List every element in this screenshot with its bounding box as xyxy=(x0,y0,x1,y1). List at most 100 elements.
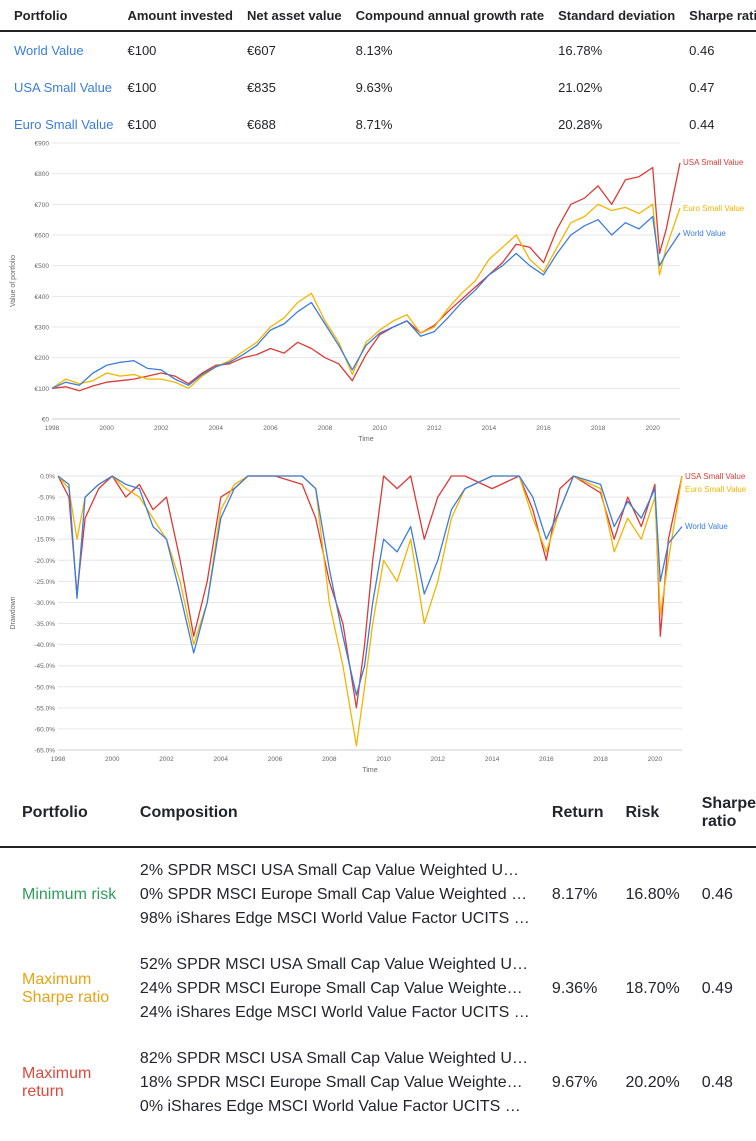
x-tick-label: 2006 xyxy=(268,756,283,763)
y-tick-label: -45.0% xyxy=(34,663,55,670)
standard-deviation: 21.02% xyxy=(558,80,603,95)
risk-value: 20.20% xyxy=(625,1074,680,1091)
cagr: 8.71% xyxy=(355,117,393,132)
y-axis-title: Value of portfolio xyxy=(10,255,17,307)
table-row: World Value €100 €607 8.13% 16.78% 0.46 xyxy=(0,31,756,69)
y-tick-label: -55.0% xyxy=(34,705,55,712)
y-axis-title: Drawdown xyxy=(10,596,17,629)
y-tick-label: €700 xyxy=(35,202,50,209)
y-tick-label: -35.0% xyxy=(34,621,55,628)
series-line-usa-small-value xyxy=(51,162,681,392)
header-return: Return xyxy=(529,780,604,848)
x-tick-label: 2016 xyxy=(539,756,554,763)
y-tick-label: €600 xyxy=(35,233,50,240)
x-tick-label: 2008 xyxy=(318,425,333,432)
y-tick-label: -5.0% xyxy=(38,495,55,502)
amount-invested: €100 xyxy=(127,80,157,95)
composition-line: 18% SPDR MSCI Europe Small Cap Value Wei… xyxy=(139,1074,530,1091)
optimal-header-row: Portfolio Composition Return Risk Sharpe… xyxy=(0,780,756,848)
x-tick-label: 2000 xyxy=(105,756,120,763)
sharpe-value: 0.49 xyxy=(701,980,733,997)
composition-line: 24% iShares Edge MSCI World Value Factor… xyxy=(139,1004,530,1021)
table-row: Maximum return 82% SPDR MSCI USA Small C… xyxy=(0,1036,756,1130)
x-tick-label: 2012 xyxy=(431,756,446,763)
y-tick-label: 0.0% xyxy=(40,474,55,481)
x-axis-title: Time xyxy=(358,436,373,443)
header-cagr: Compound annual growth rate xyxy=(341,0,545,32)
composition-line: 0% SPDR MSCI Europe Small Cap Value Weig… xyxy=(139,886,530,903)
net-asset-value: €688 xyxy=(246,117,276,132)
header-sharpe-ratio: Sharpe ratio xyxy=(675,0,756,32)
amount-invested: €100 xyxy=(127,117,157,132)
y-tick-label: -10.0% xyxy=(34,516,55,523)
risk-value: 18.70% xyxy=(625,980,680,997)
cagr: 8.13% xyxy=(355,43,393,58)
y-tick-label: €900 xyxy=(35,141,50,148)
y-tick-label: €500 xyxy=(35,263,50,270)
x-tick-label: 2018 xyxy=(593,756,608,763)
y-tick-label: -60.0% xyxy=(34,726,55,733)
x-axis-title: Time xyxy=(362,767,377,774)
y-tick-label: €0 xyxy=(42,417,50,424)
series-label: USA Small Value xyxy=(685,472,746,481)
x-tick-label: 2016 xyxy=(536,425,551,432)
x-tick-label: 1998 xyxy=(51,756,66,763)
composition-line: 2% SPDR MSCI USA Small Cap Value Weighte… xyxy=(139,862,530,879)
header-risk: Risk xyxy=(603,780,680,848)
composition: 52% SPDR MSCI USA Small Cap Value Weight… xyxy=(118,942,530,1036)
series-label: World Value xyxy=(685,522,728,531)
composition-line: 0% iShares Edge MSCI World Value Factor … xyxy=(139,1098,530,1115)
series-label: Euro Small Value xyxy=(683,204,745,213)
x-tick-label: 2010 xyxy=(376,756,391,763)
sharpe-ratio: 0.46 xyxy=(689,43,715,58)
sharpe-ratio: 0.44 xyxy=(689,117,715,132)
y-tick-label: -50.0% xyxy=(34,684,55,691)
composition-line: 82% SPDR MSCI USA Small Cap Value Weight… xyxy=(139,1050,530,1067)
x-tick-label: 2014 xyxy=(482,425,497,432)
return-value: 8.17% xyxy=(551,886,598,903)
optimal-portfolios-table: Portfolio Composition Return Risk Sharpe… xyxy=(0,780,756,1130)
table-row: Euro Small Value €100 €688 8.71% 20.28% … xyxy=(0,106,756,143)
y-tick-label: €200 xyxy=(35,355,50,362)
y-tick-label: €300 xyxy=(35,325,50,332)
x-tick-label: 2000 xyxy=(99,425,114,432)
x-tick-label: 2010 xyxy=(372,425,387,432)
header-standard-deviation: Standard deviation xyxy=(544,0,676,32)
risk-value: 16.80% xyxy=(625,886,680,903)
y-tick-label: €400 xyxy=(35,294,50,301)
portfolio-link[interactable]: World Value xyxy=(14,43,84,58)
standard-deviation: 20.28% xyxy=(558,117,603,132)
y-tick-label: €100 xyxy=(35,386,50,393)
series-line-euro-small-value xyxy=(57,475,683,747)
x-tick-label: 2020 xyxy=(645,425,660,432)
net-asset-value: €607 xyxy=(246,43,276,58)
y-tick-label: €800 xyxy=(35,171,50,178)
x-tick-label: 2004 xyxy=(209,425,224,432)
amount-invested: €100 xyxy=(127,43,157,58)
composition-line: 24% SPDR MSCI Europe Small Cap Value Wei… xyxy=(139,980,530,997)
y-tick-label: -30.0% xyxy=(34,600,55,607)
x-tick-label: 2020 xyxy=(648,756,663,763)
y-tick-label: -25.0% xyxy=(34,579,55,586)
sharpe-value: 0.46 xyxy=(701,886,733,903)
composition: 82% SPDR MSCI USA Small Cap Value Weight… xyxy=(118,1036,530,1130)
table-row: Maximum Sharpe ratio 52% SPDR MSCI USA S… xyxy=(0,942,756,1036)
x-tick-label: 1998 xyxy=(45,425,60,432)
portfolio-link[interactable]: USA Small Value xyxy=(14,80,113,95)
portfolio-name-minimum-risk: Minimum risk xyxy=(22,886,117,903)
y-tick-label: -20.0% xyxy=(34,558,55,565)
composition-line: 52% SPDR MSCI USA Small Cap Value Weight… xyxy=(139,956,530,973)
x-tick-label: 2004 xyxy=(214,756,229,763)
header-portfolio: Portfolio xyxy=(0,0,114,32)
series-line-world-value xyxy=(57,475,683,696)
net-asset-value: €835 xyxy=(246,80,276,95)
series-label: Euro Small Value xyxy=(685,485,747,494)
x-tick-label: 2014 xyxy=(485,756,500,763)
portfolio-link[interactable]: Euro Small Value xyxy=(14,117,114,132)
header-sharpe-ratio: Sharpe ratio xyxy=(679,780,756,848)
portfolio-name-maximum-sharpe: Maximum Sharpe ratio xyxy=(22,971,110,1006)
series-line-euro-small-value xyxy=(51,203,681,389)
summary-table: Portfolio Amount invested Net asset valu… xyxy=(0,0,756,143)
summary-header-row: Portfolio Amount invested Net asset valu… xyxy=(0,0,756,32)
sharpe-value: 0.48 xyxy=(701,1074,733,1091)
